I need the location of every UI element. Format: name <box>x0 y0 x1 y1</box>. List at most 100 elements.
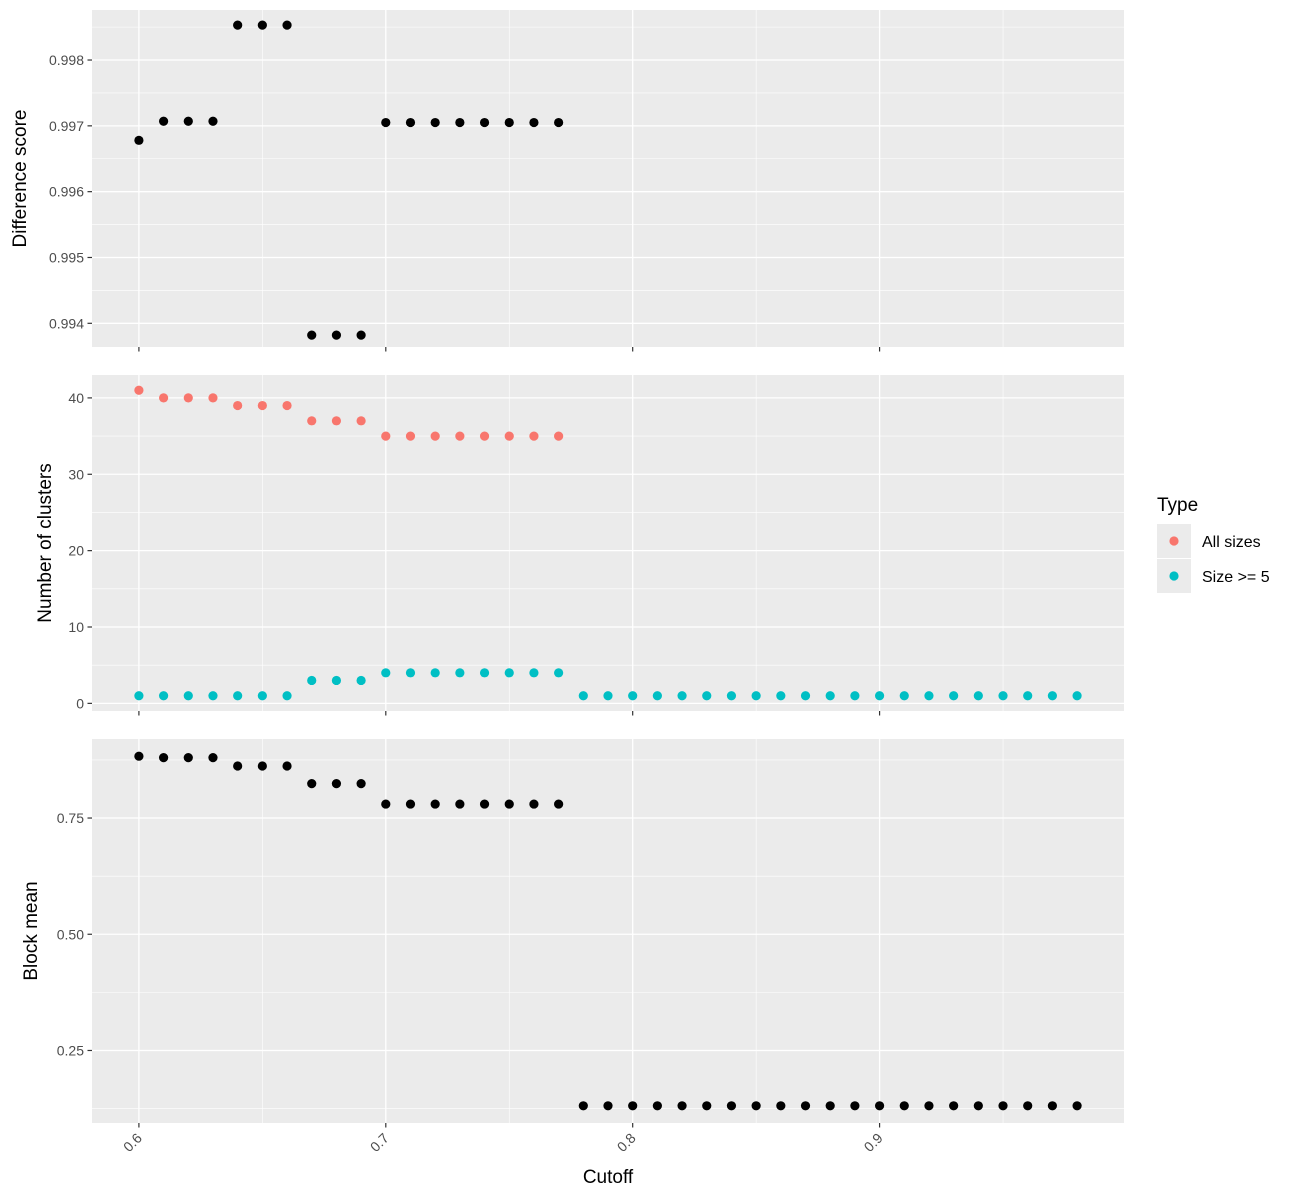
y-axis-title: Block mean <box>21 881 42 980</box>
data-point <box>381 431 391 441</box>
data-point <box>479 799 490 809</box>
data-point <box>529 431 539 441</box>
y-tick-label: 20 <box>68 543 84 559</box>
data-point <box>208 752 218 763</box>
data-point <box>899 1101 909 1111</box>
y-tick-label: 0.25 <box>57 1042 84 1058</box>
panel-2: 0 10 20 30 40 Number of clusters <box>35 375 1124 716</box>
legend: Type All sizes Size >= 5 <box>1157 495 1270 593</box>
chart-panels: 0.994 0.995 0.996 0.997 0.998 Difference scor… <box>10 10 1124 1155</box>
y-tick-label: 0.994 <box>49 315 84 331</box>
panel-3: 0.25 0.50 0.75 Block mean <box>21 739 1124 1128</box>
y-tick-label: 0.997 <box>49 118 84 134</box>
data-point <box>652 691 662 701</box>
data-point <box>381 668 391 678</box>
data-point <box>455 117 465 128</box>
data-point <box>1023 1101 1033 1111</box>
y-tick-label: 0.998 <box>49 52 84 68</box>
panel-background <box>92 739 1124 1123</box>
data-point <box>479 668 490 678</box>
data-point <box>751 691 761 701</box>
data-point <box>233 691 243 701</box>
data-point <box>430 668 440 678</box>
data-point <box>208 393 218 403</box>
data-point <box>825 691 835 701</box>
y-axis-title: Number of clusters <box>35 463 56 622</box>
data-point <box>529 668 539 678</box>
data-point <box>726 691 737 701</box>
data-point <box>479 431 490 441</box>
data-point <box>578 691 588 701</box>
data-point <box>554 117 564 128</box>
data-point <box>356 416 366 426</box>
data-point <box>800 1101 811 1111</box>
data-point <box>776 691 786 701</box>
data-point <box>924 1101 934 1111</box>
data-point <box>405 799 416 809</box>
data-point <box>331 779 342 789</box>
data-point <box>356 330 366 340</box>
panel-background <box>92 375 1124 711</box>
data-point <box>628 1101 638 1111</box>
data-point <box>554 668 564 678</box>
data-point <box>1072 691 1082 701</box>
data-point <box>850 1101 860 1111</box>
data-point <box>677 1101 687 1111</box>
data-point <box>850 691 860 701</box>
data-point <box>134 135 144 145</box>
series-points <box>134 668 1082 701</box>
y-tick-label: 30 <box>68 466 84 482</box>
x-tick-label: 0.9 <box>861 1130 886 1155</box>
data-point <box>158 393 169 403</box>
data-point <box>282 20 292 30</box>
data-point <box>603 1101 613 1111</box>
data-point <box>282 761 292 771</box>
data-point <box>949 1101 959 1111</box>
series-points <box>134 751 1082 1111</box>
data-point <box>1072 1101 1082 1111</box>
y-tick-label: 0.996 <box>49 184 84 200</box>
data-point <box>702 691 712 701</box>
y-tick-label: 0.75 <box>57 810 84 826</box>
data-point <box>405 117 416 128</box>
data-point <box>158 691 169 701</box>
data-point <box>233 20 243 30</box>
data-point <box>973 1101 983 1111</box>
data-point <box>208 691 218 701</box>
y-tick-label: 0 <box>76 695 84 711</box>
data-point <box>331 416 342 426</box>
data-point <box>134 691 144 701</box>
data-point <box>183 393 193 403</box>
series-points <box>134 20 564 340</box>
data-point <box>677 691 687 701</box>
legend-swatch-size-ge-5 <box>1169 571 1179 581</box>
data-point <box>331 675 342 686</box>
data-point <box>405 668 416 678</box>
data-point <box>504 668 514 678</box>
data-point <box>430 799 440 809</box>
data-point <box>257 20 267 30</box>
data-point <box>578 1101 588 1111</box>
data-point <box>554 431 564 441</box>
legend-title: Type <box>1157 495 1198 516</box>
data-point <box>628 691 638 701</box>
data-point <box>208 116 218 126</box>
data-point <box>973 691 983 701</box>
data-point <box>825 1101 835 1111</box>
data-point <box>183 752 193 763</box>
data-point <box>158 752 169 763</box>
data-point <box>776 1101 786 1111</box>
x-tick-label: 0.8 <box>614 1130 639 1155</box>
data-point <box>899 691 909 701</box>
data-point <box>307 416 317 426</box>
data-point <box>504 117 514 128</box>
data-point <box>1047 691 1058 701</box>
data-point <box>504 799 514 809</box>
data-point <box>158 116 169 126</box>
data-point <box>257 691 267 701</box>
data-point <box>751 1101 761 1111</box>
data-point <box>307 330 317 340</box>
data-point <box>282 691 292 701</box>
y-axis-title: Difference score <box>10 110 31 248</box>
data-point <box>455 799 465 809</box>
